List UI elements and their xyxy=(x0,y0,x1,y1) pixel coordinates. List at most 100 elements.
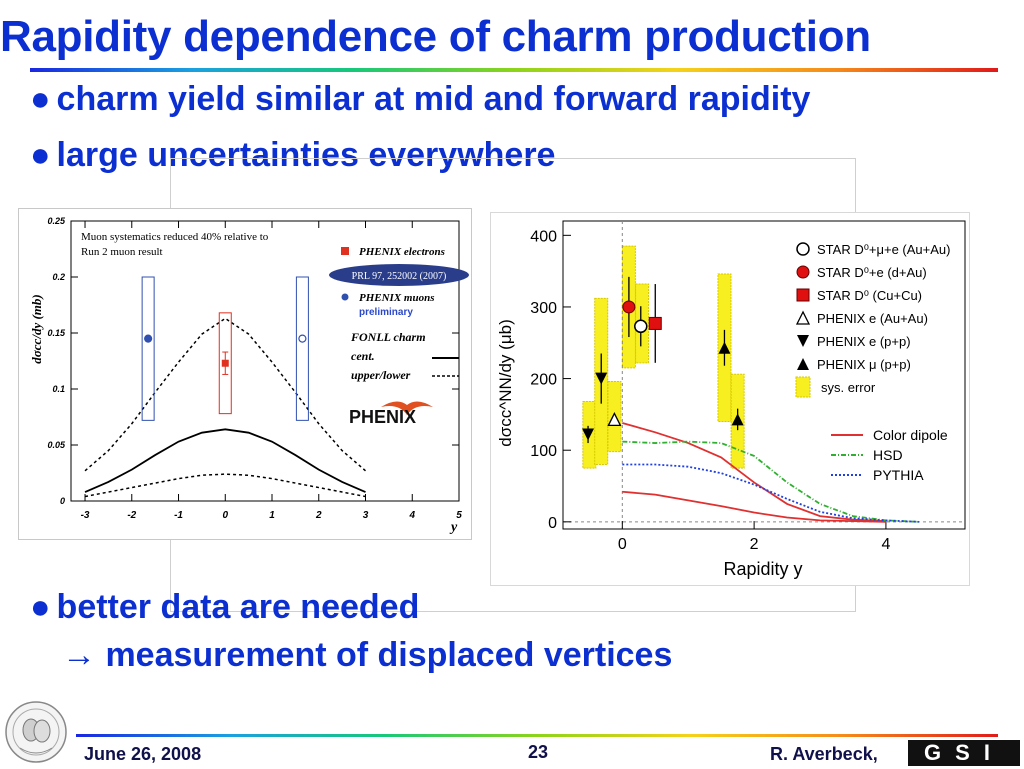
x-tick-label: 3 xyxy=(363,510,369,521)
y-tick-label: 0 xyxy=(548,515,557,532)
marker-down-triangle xyxy=(595,372,608,385)
slide-title: Rapidity dependence of charm production xyxy=(0,12,871,61)
y-tick-label: 0.1 xyxy=(52,384,65,394)
marker-filled-circle xyxy=(622,300,636,314)
phenix-chart: -3 -2 -1 0 1 2 3 4 5 0 0.05 0.1 0.15 0.2 0.25 Muon sys… xyxy=(29,216,469,535)
sub-bullet: → measurement of displaced vertices xyxy=(62,636,672,675)
model-curve xyxy=(622,463,919,523)
fonll-label-3: upper/lower xyxy=(351,368,411,382)
left-chart-panel: -3 -2 -1 0 1 2 3 4 5 0 0.05 0.1 0.15 0.2 0.25 Muon sys… xyxy=(18,208,472,540)
phenix-logo-text: PHENIX xyxy=(349,407,416,427)
annotation-systematics-2: Run 2 muon result xyxy=(81,246,163,258)
sys-error-box xyxy=(295,276,309,421)
title-underline xyxy=(30,68,998,72)
marker-open-circle xyxy=(796,242,810,256)
sys-error-box xyxy=(141,276,155,421)
marker-filled-square xyxy=(648,316,662,330)
bullet-3-text: better data are needed xyxy=(56,588,420,626)
marker-down-triangle xyxy=(582,428,595,441)
bullet-dot-icon: ● xyxy=(30,136,51,174)
sub-bullet-text: measurement of displaced vertices xyxy=(105,636,673,674)
x-tick-label: 0 xyxy=(222,510,228,521)
footer-date: June 26, 2008 xyxy=(84,744,202,764)
y-tick-label: 0.05 xyxy=(47,440,66,450)
legend-label: PHENIX e (Au+Au) xyxy=(817,311,928,326)
marker-up-triangle xyxy=(718,341,731,354)
legend-marker-electrons xyxy=(341,247,349,255)
y-tick-label: 100 xyxy=(530,443,557,460)
bullet-2: ● large uncertainties everywhere xyxy=(30,136,555,175)
prl-badge xyxy=(329,264,469,286)
y-tick-label: 0.2 xyxy=(52,272,65,282)
legend-label: Color dipole xyxy=(873,427,948,443)
marker-filled-circle xyxy=(796,265,810,279)
phenix-logo: PHENIX xyxy=(349,401,433,427)
y-tick-label: 300 xyxy=(530,300,557,317)
x-tick-label: 0 xyxy=(618,536,627,553)
x-tick-label: -1 xyxy=(174,510,183,521)
rapidity-comparison-chart: 0 2 4 0 100 200 300 400 STAR D⁰+μ+e (Au+Au) STAR… xyxy=(496,220,966,579)
fonll-curve xyxy=(84,428,366,493)
annotation-systematics-1: Muon systematics reduced 40% relative to xyxy=(81,231,269,243)
model-curve xyxy=(622,422,886,523)
prl-reference: PRL 97, 252002 (2007) xyxy=(352,271,447,282)
left-chart-xlabel: y xyxy=(449,520,458,535)
left-chart-ylabel: dσcc/dy (mb) xyxy=(29,294,44,363)
legend-label: STAR D⁰+μ+e (Au+Au) xyxy=(817,242,951,257)
x-tick-label: 2 xyxy=(315,510,322,521)
y-tick-label: 400 xyxy=(530,228,557,245)
legend-label: PHENIX μ (p+p) xyxy=(817,357,911,372)
muon-point xyxy=(144,334,153,343)
y-tick-label: 0 xyxy=(60,496,65,506)
bullet-dot-icon: ● xyxy=(30,588,51,626)
legend-electrons: PHENIX electrons xyxy=(359,246,445,258)
left-plot-frame xyxy=(70,220,460,502)
marker-open-triangle xyxy=(795,310,811,325)
right-chart-panel: 0 2 4 0 100 200 300 400 STAR D⁰+μ+e (Au+Au) STAR… xyxy=(490,212,970,586)
legend-sys-swatch xyxy=(795,376,811,398)
legend-label: PHENIX e (p+p) xyxy=(817,334,911,349)
bullet-dot-icon: ● xyxy=(30,80,51,118)
sys-error-box xyxy=(218,312,232,415)
right-chart-ylabel: dσcc^NN/dy (μb) xyxy=(496,319,515,446)
legend-label: sys. error xyxy=(821,380,876,395)
preliminary-label: preliminary xyxy=(359,307,413,318)
footer-rule xyxy=(76,734,998,737)
marker-filled-square xyxy=(796,288,810,302)
x-tick-label: -2 xyxy=(127,510,136,521)
bullet-1-text: charm yield similar at mid and forward r… xyxy=(56,80,811,118)
marker-down-triangle xyxy=(797,335,809,347)
marker-up-triangle xyxy=(797,358,809,370)
electron-point xyxy=(221,359,229,367)
bullet-3: ● better data are needed xyxy=(30,588,419,627)
y-tick-label: 0.15 xyxy=(47,328,66,338)
fonll-label-2: cent. xyxy=(351,349,375,363)
right-chart-xlabel: Rapidity y xyxy=(723,559,802,579)
legend-label: STAR D⁰+e (d+Au) xyxy=(817,265,927,280)
x-tick-label: -3 xyxy=(81,510,90,521)
model-curve xyxy=(622,490,886,523)
legend-muons: PHENIX muons xyxy=(359,292,435,304)
institute-seal xyxy=(4,700,68,764)
legend-label: HSD xyxy=(873,447,903,463)
phenix-bird-icon xyxy=(381,401,433,415)
muon-point xyxy=(298,334,307,343)
x-tick-label: 2 xyxy=(750,536,759,553)
marker-open-triangle xyxy=(607,411,622,427)
x-tick-label: 1 xyxy=(269,510,275,521)
y-tick-label: 0.25 xyxy=(47,216,66,226)
arrow-icon: → xyxy=(62,636,96,674)
fonll-curve xyxy=(84,317,366,472)
model-curve xyxy=(622,440,919,523)
fonll-label-1: FONLL charm xyxy=(350,330,426,344)
gsi-logo: GSI xyxy=(908,740,1020,766)
legend-label: PYTHIA xyxy=(873,467,924,483)
x-tick-label: 5 xyxy=(456,510,462,521)
bullet-1: ● charm yield similar at mid and forward … xyxy=(30,80,810,119)
fonll-curve xyxy=(84,473,366,498)
x-tick-label: 4 xyxy=(408,510,415,521)
footer-author: R. Averbeck, xyxy=(770,744,878,764)
legend-label: STAR D⁰ (Cu+Cu) xyxy=(817,288,922,303)
legend-marker-muons xyxy=(341,293,349,301)
bullet-2-text: large uncertainties everywhere xyxy=(56,136,556,174)
